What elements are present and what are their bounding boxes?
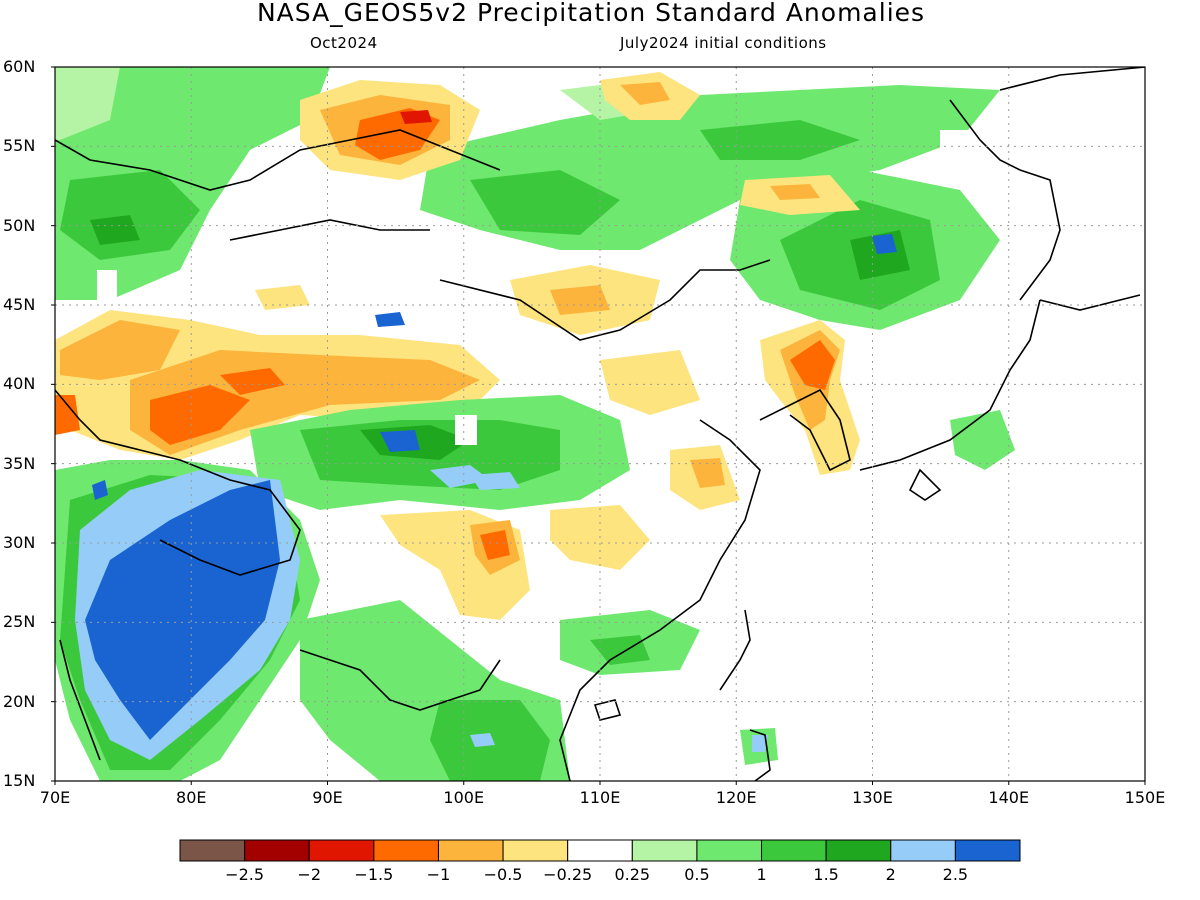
initial-conditions-label: July2024 initial conditions bbox=[620, 34, 827, 52]
colorbar-label: 0.5 bbox=[684, 865, 710, 884]
colorbar-swatch bbox=[567, 839, 633, 862]
anomaly-region-india-wet bbox=[55, 460, 320, 781]
coastlines bbox=[55, 67, 1145, 781]
longitude-label: 140E bbox=[988, 788, 1030, 807]
anomaly-region-central-asia-dry bbox=[55, 310, 500, 460]
colorbar-label: 2.5 bbox=[942, 865, 969, 884]
anomaly-region-amur-wet bbox=[730, 170, 1000, 330]
colorbar-swatch bbox=[244, 839, 310, 862]
colorbar-swatch bbox=[696, 839, 763, 862]
longitude-label: 100E bbox=[443, 788, 485, 807]
colorbar-swatch bbox=[825, 839, 892, 862]
latitude-label: 15N bbox=[3, 771, 36, 790]
colorbar-label: −1.5 bbox=[354, 865, 394, 884]
colorbar-label: −0.5 bbox=[483, 865, 523, 884]
anomaly-region-korea-dry bbox=[760, 320, 860, 475]
colorbar-label: 1.5 bbox=[813, 865, 839, 884]
latitude-label: 45N bbox=[3, 295, 36, 314]
colorbar-swatch bbox=[308, 839, 375, 862]
latitude-label: 40N bbox=[3, 374, 36, 394]
longitude-label: 120E bbox=[715, 788, 757, 807]
colorbar-label: 0.25 bbox=[614, 865, 651, 884]
latitude-label: 20N bbox=[3, 691, 36, 711]
anomaly-region-tibetan-plateau-wet bbox=[250, 312, 630, 510]
colorbar-swatch bbox=[631, 839, 698, 862]
longitude-label: 130E bbox=[852, 788, 893, 807]
latitude-label: 25N bbox=[3, 612, 36, 632]
anomaly-region-tarim-kunlun-dry bbox=[600, 350, 740, 510]
colorbar-label: 1 bbox=[756, 865, 767, 884]
colorbar-swatch bbox=[373, 839, 439, 862]
colorbar-label: 2 bbox=[885, 865, 896, 884]
colorbar-label: −2.5 bbox=[225, 865, 265, 884]
anomaly-region-indochina-wet bbox=[300, 600, 570, 781]
anomaly-region-altai-sayan-dry bbox=[300, 72, 700, 180]
colorbar-swatch bbox=[761, 839, 827, 862]
colorbar-swatch bbox=[437, 839, 504, 862]
valid-month-label: Oct2024 bbox=[310, 34, 378, 52]
map-title: NASA_GEOS5v2 Precipitation Standard Anom… bbox=[256, 0, 926, 27]
colorbar-swatch bbox=[502, 839, 569, 862]
latitude-label: 55N bbox=[3, 136, 36, 156]
longitude-label: 70E bbox=[39, 788, 71, 807]
colorbar-label: −1 bbox=[426, 865, 451, 884]
colorbar-label: −2 bbox=[297, 865, 322, 884]
longitude-label: 80E bbox=[176, 788, 207, 807]
longitude-label: 110E bbox=[579, 788, 621, 807]
colorbar-swatch bbox=[890, 839, 956, 862]
axis-ticks bbox=[51, 66, 1146, 785]
masked-cell bbox=[97, 270, 117, 310]
colorbar-label: −0.25 bbox=[543, 865, 593, 884]
anomaly-field bbox=[55, 67, 1145, 781]
masked-cell bbox=[455, 415, 477, 445]
masked-cell bbox=[940, 130, 1000, 175]
graticule bbox=[55, 67, 1145, 781]
latitude-label: 35N bbox=[3, 453, 36, 473]
latitude-label: 50N bbox=[3, 215, 36, 235]
longitude-label: 90E bbox=[312, 788, 343, 807]
latitude-label: 60N bbox=[3, 57, 36, 76]
longitude-label: 150E bbox=[1124, 788, 1166, 807]
colorbar-swatch bbox=[179, 839, 246, 862]
latitude-label: 30N bbox=[3, 533, 36, 552]
colorbar-swatch bbox=[954, 839, 1021, 862]
colorbar bbox=[179, 839, 1021, 862]
